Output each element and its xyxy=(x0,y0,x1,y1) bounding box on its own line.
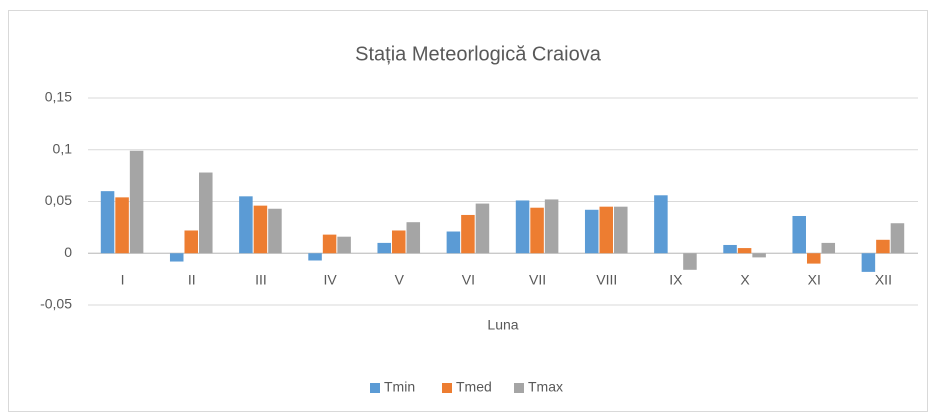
bar xyxy=(115,197,129,254)
chart-frame xyxy=(8,10,928,412)
x-tick-label: VI xyxy=(462,272,475,288)
bar xyxy=(129,150,144,254)
x-tick-label: V xyxy=(395,272,405,288)
bar xyxy=(584,209,599,254)
x-tick-label: X xyxy=(740,272,750,288)
x-tick-label: VII xyxy=(529,272,546,288)
bar xyxy=(239,196,253,254)
x-axis-label: Luna xyxy=(487,317,518,333)
bar xyxy=(391,230,406,254)
bar xyxy=(475,203,490,254)
bar xyxy=(308,253,322,261)
y-tick-label: 0,1 xyxy=(53,140,73,156)
bar xyxy=(461,214,475,254)
x-tick-label: III xyxy=(255,272,267,288)
bar xyxy=(752,253,766,258)
y-tick-label: 0,05 xyxy=(45,192,72,208)
legend-label: Tmax xyxy=(528,379,563,395)
x-tick-label: I xyxy=(121,272,125,288)
bar xyxy=(806,253,821,264)
bar xyxy=(406,222,421,254)
x-tick-label: IV xyxy=(323,272,337,288)
x-tick-label: XII xyxy=(875,272,892,288)
x-tick-label: VIII xyxy=(596,272,617,288)
y-tick-label: -0,05 xyxy=(40,296,72,312)
legend-label: Tmed xyxy=(456,379,492,395)
x-tick-label: IX xyxy=(669,272,683,288)
bar xyxy=(184,230,199,254)
legend-swatch xyxy=(442,383,452,393)
bar xyxy=(169,253,184,262)
bar xyxy=(876,239,890,254)
x-tick-label: XI xyxy=(808,272,821,288)
bar xyxy=(723,244,737,254)
bar xyxy=(377,242,391,254)
legend-label: Tmin xyxy=(384,379,415,395)
bar xyxy=(530,207,544,254)
bar xyxy=(268,208,282,254)
y-tick-label: 0 xyxy=(64,244,72,260)
bar xyxy=(654,195,668,254)
bar xyxy=(515,200,530,254)
bar xyxy=(792,215,806,254)
bar xyxy=(100,191,115,254)
bar xyxy=(890,223,905,254)
bar xyxy=(683,253,697,270)
bar xyxy=(199,172,213,254)
bar xyxy=(737,248,752,254)
bar xyxy=(322,234,337,254)
y-tick-label: 0,15 xyxy=(45,89,72,105)
bar xyxy=(599,206,614,254)
bar xyxy=(446,231,461,254)
bar xyxy=(614,206,628,254)
bar xyxy=(821,242,836,254)
chart-title: Stația Meteorlogică Craiova xyxy=(355,43,602,65)
bar xyxy=(544,199,559,254)
bar xyxy=(861,253,876,272)
x-tick-label: II xyxy=(188,272,196,288)
bar xyxy=(253,205,268,254)
bar xyxy=(337,236,351,254)
legend-swatch xyxy=(370,383,380,393)
legend-swatch xyxy=(514,383,524,393)
